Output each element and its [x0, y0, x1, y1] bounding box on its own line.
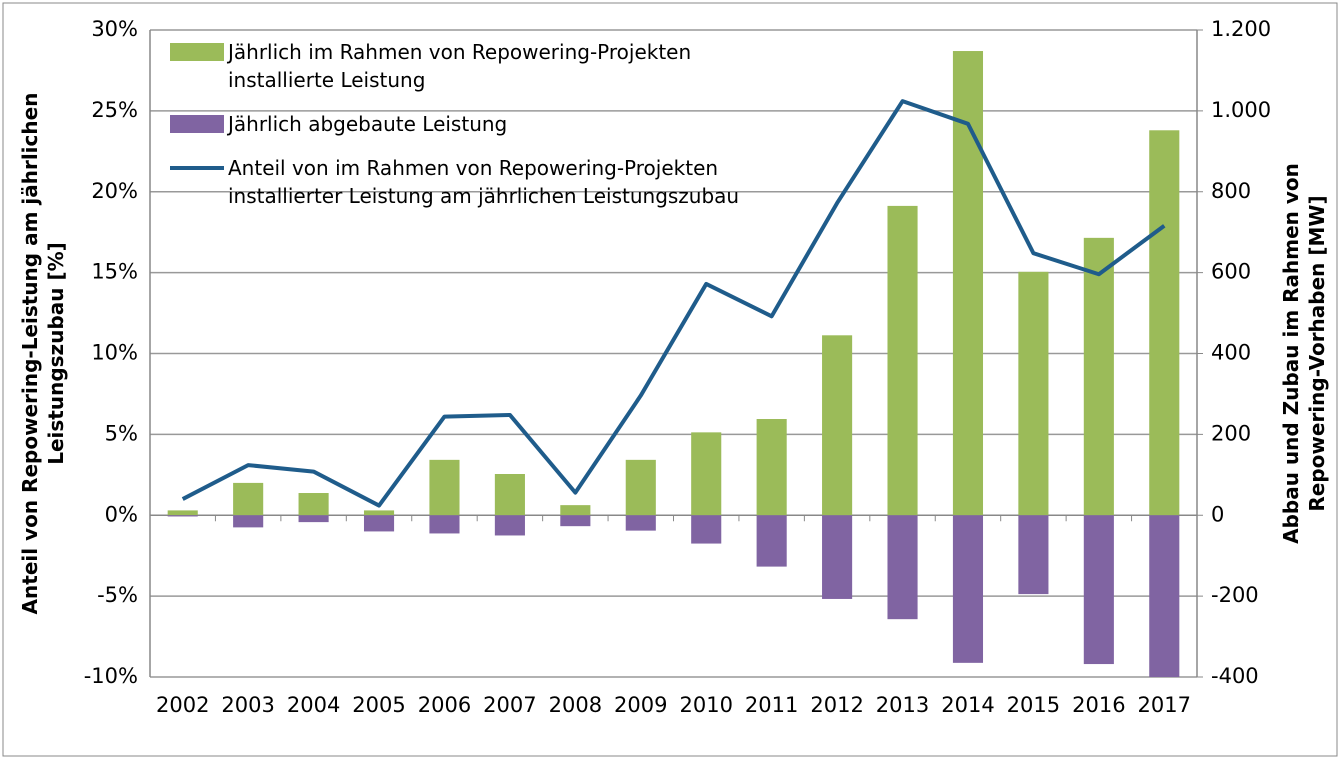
- legend-label: Anteil von im Rahmen von Repowering-Proj…: [228, 156, 740, 208]
- bar: [952, 51, 984, 516]
- bar: [233, 515, 264, 528]
- y2-tick-label: 200: [1211, 421, 1251, 445]
- y-tick-label: -5%: [97, 583, 138, 607]
- bar: [233, 482, 264, 516]
- y2-axis-title-line: Abbau und Zubau im Rahmen von: [1279, 163, 1303, 544]
- y-axis-title-line: Anteil von Repowering-Leistung am jährli…: [18, 93, 42, 615]
- legend-label: Jährlich im Rahmen von Repowering-Projek…: [228, 40, 692, 92]
- bar: [756, 419, 787, 516]
- bar: [887, 205, 918, 516]
- bar: [167, 510, 198, 516]
- y-axis-title: Anteil von Repowering-Leistung am jährli…: [18, 93, 68, 615]
- y2-tick-label: 600: [1211, 260, 1251, 284]
- bar: [363, 515, 395, 532]
- x-tick-label: 2002: [156, 693, 209, 717]
- x-tick-label: 2014: [941, 693, 994, 717]
- x-tick-label: 2008: [549, 693, 602, 717]
- bar: [691, 432, 722, 516]
- bar: [298, 493, 329, 516]
- line: [181, 99, 1166, 508]
- bar: [494, 515, 525, 536]
- bar: [429, 459, 460, 516]
- x-tick-label: 2006: [418, 693, 471, 717]
- x-tick-label: 2011: [745, 693, 798, 717]
- bar: [691, 515, 722, 544]
- bar: [1083, 515, 1114, 665]
- bar: [429, 515, 460, 534]
- y2-tick-label: 1.000: [1211, 98, 1271, 122]
- bar: [1149, 515, 1180, 677]
- bar: [822, 335, 853, 516]
- y-axis-title-line: Leistungszubau [%]: [44, 242, 68, 465]
- bar: [494, 474, 525, 516]
- y-tick-label: 0%: [105, 502, 138, 526]
- x-tick-label: 2010: [679, 693, 732, 717]
- x-tick-label: 2009: [614, 693, 667, 717]
- legend-swatch: [170, 38, 228, 66]
- y2-tick-label: 800: [1211, 179, 1251, 203]
- bar: [625, 459, 656, 516]
- y2-axis-title-line: Repowering-Vorhaben [MW]: [1305, 195, 1329, 511]
- bar: [363, 510, 395, 516]
- y-tick-label: 25%: [91, 98, 138, 122]
- bar: [560, 505, 591, 516]
- bar: [887, 515, 918, 620]
- x-tick-label: 2015: [1007, 693, 1060, 717]
- bar: [756, 515, 787, 567]
- y-tick-label: 15%: [91, 260, 138, 284]
- x-tick-label: 2005: [352, 693, 405, 717]
- bar: [1149, 130, 1180, 516]
- y-tick-label: 30%: [91, 17, 138, 41]
- legend-item: Anteil von im Rahmen von Repowering-Proj…: [170, 154, 770, 210]
- x-tick-label: 2017: [1138, 693, 1191, 717]
- legend-marker: [170, 43, 224, 61]
- x-tick-label: 2007: [483, 693, 536, 717]
- x-tick-label: 2012: [810, 693, 863, 717]
- bar: [167, 515, 198, 517]
- legend-swatch: [170, 110, 228, 138]
- bar: [298, 515, 329, 523]
- y2-tick-label: -400: [1211, 664, 1259, 688]
- x-tick-label: 2016: [1072, 693, 1125, 717]
- legend: Jährlich im Rahmen von Repowering-Projek…: [170, 38, 770, 226]
- bar: [1018, 271, 1049, 516]
- y2-axis-title: Abbau und Zubau im Rahmen von Repowering-…: [1279, 163, 1329, 544]
- legend-item: Jährlich abgebaute Leistung: [170, 110, 770, 138]
- bar: [952, 515, 984, 663]
- legend-item: Jährlich im Rahmen von Repowering-Projek…: [170, 38, 770, 94]
- y2-tick-label: 1.200: [1211, 17, 1271, 41]
- x-tick-label: 2013: [876, 693, 929, 717]
- legend-swatch: [170, 154, 228, 182]
- y-tick-label: 10%: [91, 341, 138, 365]
- bar: [1018, 515, 1049, 595]
- bar: [560, 515, 591, 527]
- y2-tick-label: -200: [1211, 583, 1259, 607]
- x-tick-label: 2004: [287, 693, 340, 717]
- bar: [625, 515, 656, 531]
- x-tick-label: 2003: [221, 693, 274, 717]
- y2-tick-label: 400: [1211, 341, 1251, 365]
- bar: [1083, 237, 1114, 516]
- legend-marker: [170, 115, 224, 133]
- y-tick-label: 5%: [105, 421, 138, 445]
- legend-label: Jährlich abgebaute Leistung: [228, 112, 508, 136]
- y-tick-label: 20%: [91, 179, 138, 203]
- y-tick-label: -10%: [84, 664, 138, 688]
- legend-marker: [170, 166, 224, 170]
- bar: [822, 515, 853, 599]
- y2-tick-label: 0: [1211, 502, 1224, 526]
